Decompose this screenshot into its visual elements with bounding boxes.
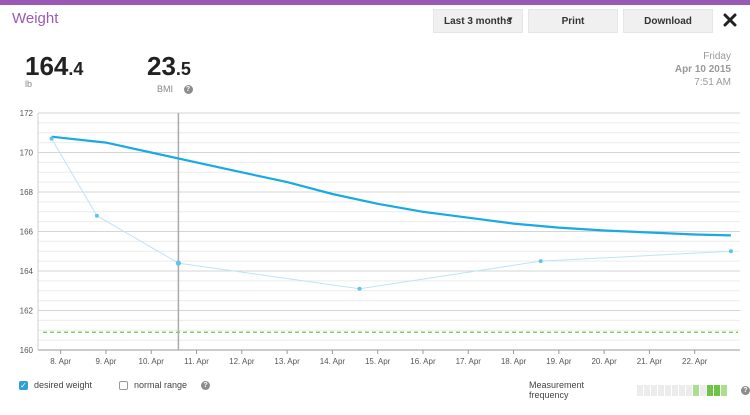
caret-down-icon: ▼ <box>506 15 514 24</box>
trend-line <box>51 135 731 237</box>
x-tick-label: 10. Apr <box>139 357 165 366</box>
x-tick-label: 8. Apr <box>50 357 71 366</box>
frequency-bar <box>637 384 644 396</box>
weight-value-int: 164 <box>25 51 69 81</box>
help-icon[interactable]: ? <box>183 85 193 95</box>
x-tick-label: 11. Apr <box>184 357 209 366</box>
measurement-line <box>51 138 731 290</box>
page-title: Weight <box>12 10 59 27</box>
measurement-point <box>538 259 543 264</box>
range-dropdown[interactable]: Last 3 months ▼ <box>433 9 523 33</box>
close-icon[interactable] <box>720 9 740 31</box>
help-icon[interactable]: ? <box>201 380 211 390</box>
frequency-bar <box>644 384 651 396</box>
bmi-value: 23.5 <box>147 53 191 82</box>
desired-weight-label: desired weight <box>34 380 93 390</box>
x-tick-label: 17. Apr <box>456 357 482 366</box>
measurement-point <box>357 286 362 291</box>
weight-unit: lb <box>25 79 33 89</box>
frequency-bar <box>707 384 714 396</box>
frequency-bar <box>679 384 686 396</box>
date: Apr 10 2015 <box>674 64 731 75</box>
x-tick-label: 19. Apr <box>546 357 572 366</box>
x-tick-label: 18. Apr <box>501 357 527 366</box>
measurement-frequency-label: Measurement frequency <box>529 380 585 400</box>
bmi-label: BMI <box>157 84 174 94</box>
bmi-value-int: 23 <box>147 51 176 81</box>
time: 7:51 AM <box>694 77 731 88</box>
print-button[interactable]: Print <box>528 9 618 33</box>
frequency-bar <box>700 384 707 396</box>
frequency-bar <box>658 384 665 396</box>
accent-bar <box>0 0 750 5</box>
x-tick-label: 12. Apr <box>229 357 255 366</box>
frequency-bar <box>686 384 693 396</box>
y-tick-label: 166 <box>20 228 34 237</box>
x-tick-label: 9. Apr <box>95 357 116 366</box>
normal-range-checkbox[interactable] <box>119 380 128 390</box>
measurement-point <box>728 249 733 254</box>
weekday: Friday <box>703 51 731 62</box>
weight-chart[interactable]: 160 162 164 166 168 170 172 8. Apr 9. Apr 10. Apr… <box>0 100 750 368</box>
x-tick-label: 22. Apr <box>682 357 708 366</box>
y-tick-label: 170 <box>20 149 34 158</box>
x-tick-label: 14. Apr <box>320 357 346 366</box>
measurement-frequency: Measurement frequency ? <box>529 380 750 400</box>
measurement-datetime: Friday Apr 10 2015 7:51 AM <box>675 50 731 89</box>
y-tick-label: 164 <box>20 267 34 276</box>
desired-weight-toggle[interactable]: ✓ desired weight <box>19 380 92 390</box>
y-tick-label: 172 <box>20 109 34 118</box>
bmi-label-row: BMI ? <box>157 84 193 95</box>
frequency-bar <box>665 384 672 396</box>
desired-weight-checkbox[interactable]: ✓ <box>19 380 28 390</box>
x-tick-label: 15. Apr <box>365 357 391 366</box>
x-tick-label: 20. Apr <box>591 357 617 366</box>
normal-range-toggle[interactable]: normal range ? <box>119 380 211 390</box>
measurement-point <box>94 213 99 218</box>
frequency-bar <box>693 384 700 396</box>
measurement-point <box>175 260 181 266</box>
y-tick-label: 168 <box>20 188 34 197</box>
help-icon[interactable]: ? <box>741 385 750 395</box>
weight-value: 164.4 <box>25 53 83 82</box>
frequency-bar <box>672 384 679 396</box>
y-tick-label: 160 <box>20 346 34 355</box>
y-tick-label: 162 <box>20 307 34 316</box>
frequency-bars <box>637 384 728 396</box>
frequency-bar <box>721 384 728 396</box>
x-tick-label: 16. Apr <box>410 357 436 366</box>
bmi-value-decimal: .5 <box>175 59 191 79</box>
range-dropdown-label: Last 3 months <box>444 15 512 27</box>
measurement-point <box>49 136 54 141</box>
normal-range-label: normal range <box>134 380 188 390</box>
x-tick-label: 13. Apr <box>274 357 300 366</box>
x-tick-label: 21. Apr <box>637 357 663 366</box>
frequency-bar <box>714 384 721 396</box>
weight-value-decimal: .4 <box>68 59 84 79</box>
download-button[interactable]: Download <box>623 9 713 33</box>
frequency-bar <box>651 384 658 396</box>
